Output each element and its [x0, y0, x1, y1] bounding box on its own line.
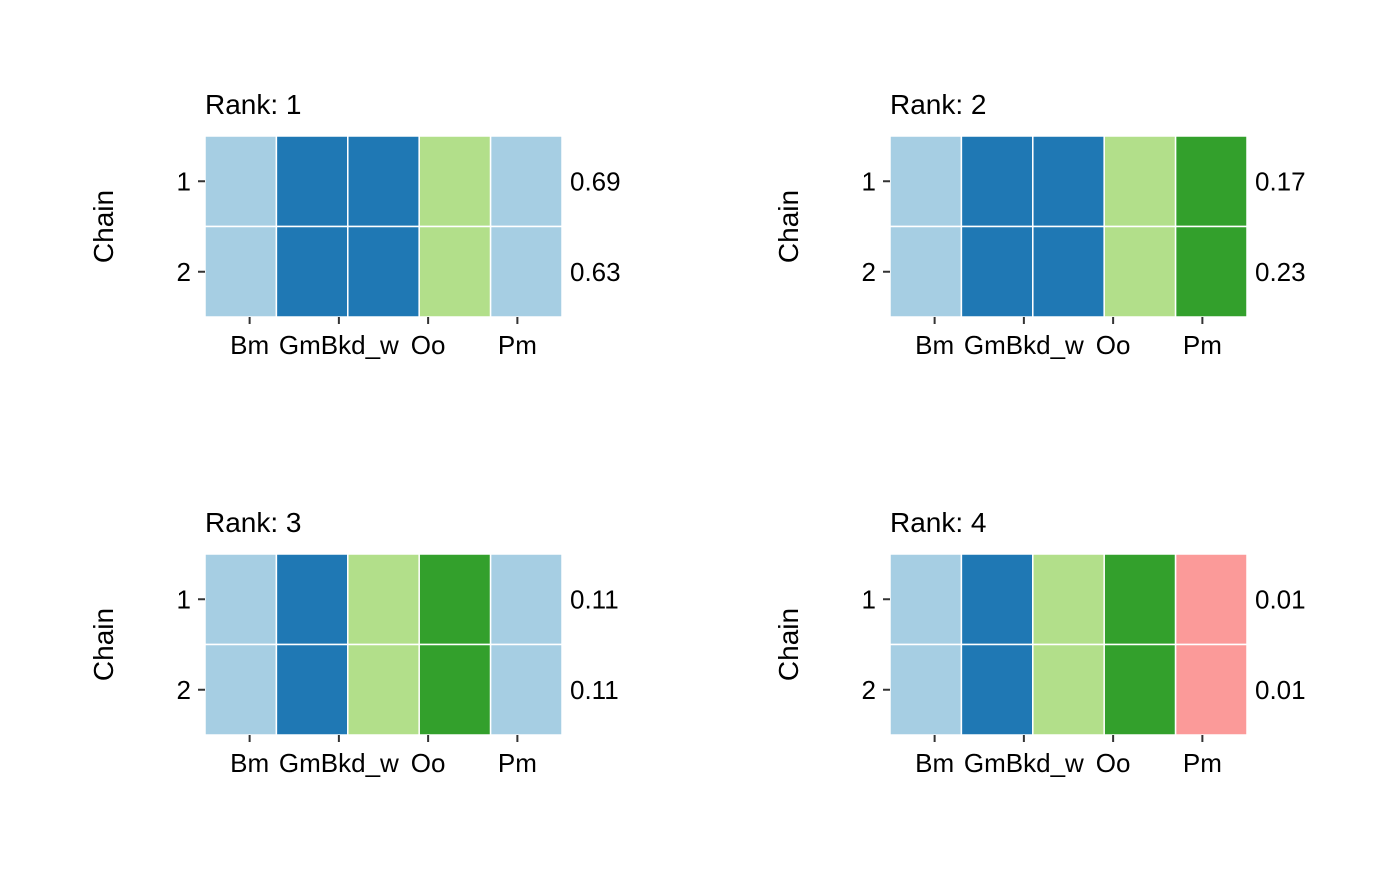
heatmap-cell	[889, 643, 963, 736]
row-value-label: 0.23	[1255, 257, 1306, 287]
heatmap-cell	[889, 225, 963, 318]
heatmap-panel: Rank: 4 Chain 1 0.01 2 0.01 Bm GmBkd_w Oo Pm	[773, 507, 1306, 778]
heatmap-cell	[347, 135, 420, 228]
heatmap-cell	[489, 225, 563, 318]
panel-title: Rank: 3	[205, 507, 302, 538]
y-tick-label: 2	[862, 257, 876, 287]
heatmap-cell	[489, 643, 563, 736]
y-tick-label: 1	[177, 166, 191, 196]
heatmap-cell	[418, 553, 492, 646]
y-tick-label: 1	[862, 584, 876, 614]
heatmap-panel: Rank: 1 Chain 1 0.69 2 0.63 Bm GmBkd_w Oo Pm	[88, 89, 621, 360]
heatmap-cell	[418, 135, 492, 228]
heatmap-cell	[1174, 643, 1248, 736]
heatmap-cell	[960, 553, 1034, 646]
x-tick-label: Oo	[411, 748, 446, 778]
x-tick-label: Pm	[1183, 748, 1222, 778]
x-tick-label: Bm	[230, 748, 269, 778]
heatmap-cell	[204, 225, 278, 318]
x-tick-label: Pm	[1183, 330, 1222, 360]
row-value-label: 0.63	[570, 257, 621, 287]
x-tick-label: Oo	[411, 330, 446, 360]
y-tick-label: 2	[862, 675, 876, 705]
heatmap-cell	[1032, 135, 1105, 228]
y-axis-title: Chain	[88, 608, 119, 681]
row-value-label: 0.01	[1255, 675, 1306, 705]
heatmap-cell	[204, 553, 278, 646]
panel-title: Rank: 4	[890, 507, 987, 538]
heatmap-cell	[1103, 643, 1177, 736]
x-tick-label: Pm	[498, 748, 537, 778]
x-tick-label: Bm	[915, 748, 954, 778]
y-axis-title: Chain	[773, 190, 804, 263]
heatmap-cell	[347, 643, 420, 736]
heatmap-cell	[1174, 553, 1248, 646]
x-tick-label: GmBkd_w	[279, 748, 399, 778]
heatmap-cell	[1032, 643, 1105, 736]
heatmap-cell	[418, 225, 492, 318]
heatmap-cell	[1032, 225, 1105, 318]
heatmap-cell	[275, 135, 349, 228]
y-tick-label: 1	[177, 584, 191, 614]
heatmap-cell	[489, 135, 563, 228]
y-axis-title: Chain	[88, 190, 119, 263]
heatmap-cell	[1103, 553, 1177, 646]
heatmap-cell	[1032, 553, 1105, 646]
heatmap-cell	[889, 553, 963, 646]
heatmap-cell	[1174, 135, 1248, 228]
heatmap-cell	[960, 225, 1034, 318]
x-tick-label: GmBkd_w	[964, 330, 1084, 360]
heatmap-cell	[204, 643, 278, 736]
x-tick-label: GmBkd_w	[964, 748, 1084, 778]
x-tick-label: Oo	[1096, 748, 1131, 778]
heatmap-cell	[275, 225, 349, 318]
row-value-label: 0.11	[570, 584, 619, 614]
y-tick-label: 2	[177, 675, 191, 705]
heatmap-cell	[1103, 135, 1177, 228]
x-tick-label: Pm	[498, 330, 537, 360]
heatmap-cell	[347, 553, 420, 646]
heatmap-cell	[204, 135, 278, 228]
heatmap-panel: Rank: 3 Chain 1 0.11 2 0.11 Bm GmBkd_w Oo Pm	[88, 507, 619, 778]
panel-title: Rank: 1	[205, 89, 302, 120]
x-tick-label: Oo	[1096, 330, 1131, 360]
heatmap-cell	[960, 135, 1034, 228]
heatmap-panel: Rank: 2 Chain 1 0.17 2 0.23 Bm GmBkd_w Oo Pm	[773, 89, 1306, 360]
panel-title: Rank: 2	[890, 89, 987, 120]
heatmap-cell	[489, 553, 563, 646]
y-tick-label: 2	[177, 257, 191, 287]
x-tick-label: Bm	[915, 330, 954, 360]
heatmap-cell	[889, 135, 963, 228]
heatmap-cell	[960, 643, 1034, 736]
heatmap-cell	[418, 643, 492, 736]
heatmap-cell	[275, 553, 349, 646]
row-value-label: 0.17	[1255, 166, 1306, 196]
x-tick-label: Bm	[230, 330, 269, 360]
y-axis-title: Chain	[773, 608, 804, 681]
heatmap-cell	[1103, 225, 1177, 318]
row-value-label: 0.01	[1255, 584, 1306, 614]
row-value-label: 0.11	[570, 675, 619, 705]
heatmap-cell	[275, 643, 349, 736]
y-tick-label: 1	[862, 166, 876, 196]
row-value-label: 0.69	[570, 166, 621, 196]
heatmap-cell	[1174, 225, 1248, 318]
x-tick-label: GmBkd_w	[279, 330, 399, 360]
heatmap-cell	[347, 225, 420, 318]
